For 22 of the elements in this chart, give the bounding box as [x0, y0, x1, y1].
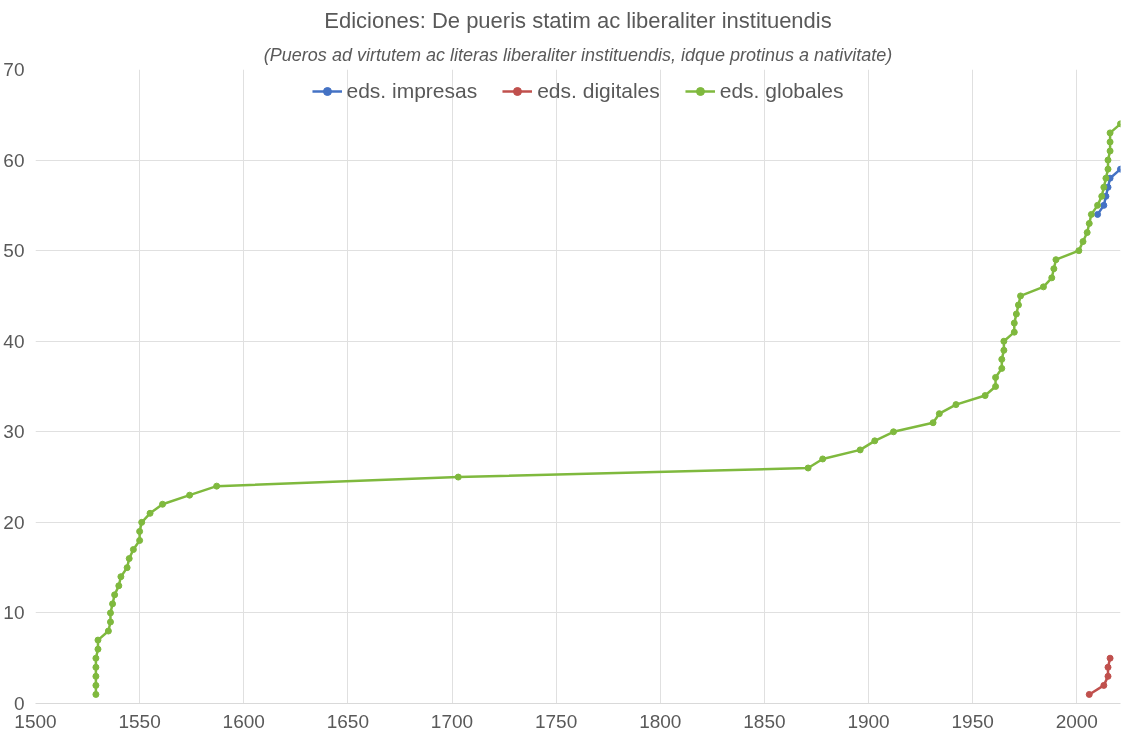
y-tick-label: 50: [3, 240, 25, 262]
y-tick-label: 40: [3, 330, 25, 352]
y-tick-label: 10: [3, 602, 25, 624]
x-tick-label: 1650: [326, 710, 370, 732]
x-tick-label: 1950: [951, 710, 994, 732]
x-tick-label: 1700: [430, 710, 474, 732]
chart-subtitle: (Pueros ad virtutem ac literas liberaliter instituendis, idque protinus a nativitate): [263, 44, 893, 65]
legend-label: eds. globales: [719, 79, 844, 103]
chart-title: Ediciones: De pueris statim ac liberaliter instituendis: [324, 7, 832, 33]
y-tick-label: 60: [3, 149, 25, 171]
legend-label: eds. digitales: [537, 79, 660, 103]
y-tick-label: 70: [3, 59, 25, 80]
x-tick-label: 1750: [535, 710, 578, 732]
y-tick-label: 20: [3, 511, 25, 533]
y-tick-label: 30: [3, 421, 25, 443]
x-tick-label: 1800: [639, 710, 682, 732]
x-tick-label: 1600: [222, 710, 265, 732]
legend-label: eds. impresas: [346, 79, 478, 103]
x-tick-label: 1850: [743, 710, 786, 732]
x-tick-label: 2000: [1055, 710, 1098, 732]
x-tick-label: 1550: [118, 710, 161, 732]
x-tick-label: 1900: [847, 710, 890, 732]
